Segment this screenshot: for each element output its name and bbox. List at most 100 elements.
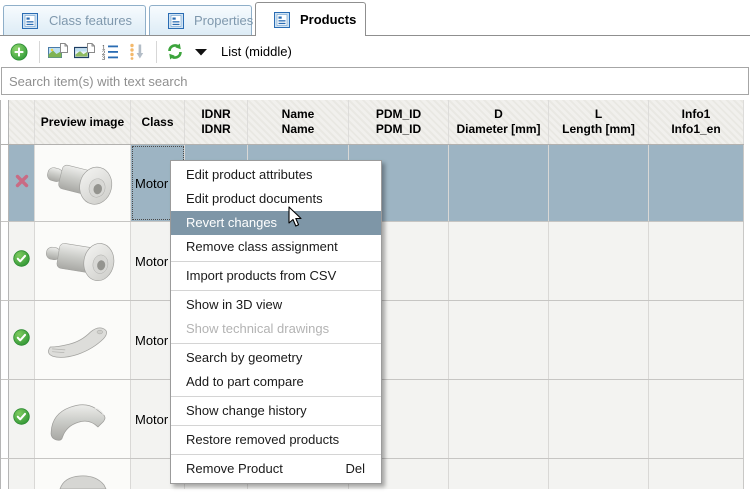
length-cell[interactable] <box>549 301 649 379</box>
menu-separator <box>171 454 381 455</box>
length-cell[interactable] <box>549 222 649 300</box>
row-header-strip <box>1 145 9 221</box>
menu-item-remove-class-assignment[interactable]: Remove class assignment <box>171 235 381 259</box>
column-header-sublabel: IDNR <box>201 122 231 136</box>
info1-cell[interactable] <box>649 380 744 458</box>
column-header-class[interactable]: Class <box>131 100 185 144</box>
view-selector-label[interactable]: List (middle) <box>221 44 292 59</box>
menu-item-edit-product-documents[interactable]: Edit product documents <box>171 187 381 211</box>
product-preview-image <box>46 164 112 205</box>
tab-bar: Class features Properties Products <box>0 0 750 36</box>
menu-item-label: Import products from CSV <box>186 268 337 283</box>
menu-item-edit-product-attributes[interactable]: Edit product attributes <box>171 163 381 187</box>
menu-item-revert-changes[interactable]: Revert changes <box>171 211 381 235</box>
menu-item-show-in-3d-view[interactable]: Show in 3D view <box>171 293 381 317</box>
column-header-info1[interactable]: Info1 Info1_en <box>649 100 744 144</box>
preview-image-cell <box>35 145 131 221</box>
export-drawing-icon[interactable] <box>72 40 96 64</box>
search-bar <box>1 67 749 95</box>
class-value: Motor <box>135 332 169 348</box>
search-input[interactable] <box>2 68 748 94</box>
diameter-cell[interactable] <box>449 301 549 379</box>
menu-separator <box>171 343 381 344</box>
column-header-label: L <box>594 107 603 121</box>
row-header-strip <box>1 100 9 144</box>
menu-separator <box>171 261 381 262</box>
column-header-length[interactable]: L Length [mm] <box>549 100 649 144</box>
table-header-row: Preview image Class IDNR IDNR Name Name PD… <box>1 100 744 145</box>
column-header-sublabel: Length [mm] <box>562 122 635 136</box>
column-header-status[interactable] <box>9 100 35 144</box>
add-icon[interactable] <box>7 40 31 64</box>
column-header-idnr[interactable]: IDNR IDNR <box>185 100 248 144</box>
menu-item-remove-product[interactable]: Remove Product Del <box>171 457 381 481</box>
view-dropdown-icon[interactable] <box>189 40 213 64</box>
menu-item-search-by-geometry[interactable]: Search by geometry <box>171 346 381 370</box>
column-header-label: IDNR <box>201 107 231 121</box>
approved-check-icon <box>13 250 30 272</box>
approved-check-icon <box>13 329 30 351</box>
status-cell <box>9 459 35 489</box>
menu-item-add-to-part-compare[interactable]: Add to part compare <box>171 370 381 394</box>
svg-text:2: 2 <box>102 51 106 57</box>
column-header-pdm-id[interactable]: PDM_ID PDM_ID <box>349 100 449 144</box>
diameter-cell[interactable] <box>449 380 549 458</box>
product-preview-image <box>59 475 106 489</box>
column-header-name[interactable]: Name Name <box>248 100 349 144</box>
length-cell[interactable] <box>549 145 649 221</box>
product-preview-image <box>45 243 114 282</box>
column-header-label: Class <box>141 114 174 129</box>
menu-item-label: Show change history <box>186 403 307 418</box>
menu-item-label: Edit product documents <box>186 191 323 206</box>
tab-products[interactable]: Products <box>255 2 366 36</box>
column-header-sublabel: Info1_en <box>671 122 721 136</box>
length-cell[interactable] <box>549 380 649 458</box>
column-header-label: D <box>494 107 503 121</box>
menu-item-restore-removed-products[interactable]: Restore removed products <box>171 428 381 452</box>
row-header-strip <box>1 459 9 489</box>
column-header-sublabel: Diameter [mm] <box>456 122 541 136</box>
menu-item-label: Add to part compare <box>186 374 304 389</box>
column-header-sublabel: Name <box>281 122 315 136</box>
diameter-cell[interactable] <box>449 145 549 221</box>
info1-cell[interactable] <box>649 301 744 379</box>
info1-cell[interactable] <box>649 459 744 489</box>
class-value: Motor <box>135 411 169 427</box>
column-header-diameter[interactable]: D Diameter [mm] <box>449 100 549 144</box>
preview-image-cell <box>35 301 131 379</box>
length-cell[interactable] <box>549 459 649 489</box>
tab-label: Class features <box>48 13 133 28</box>
status-cell <box>9 380 35 458</box>
class-value: Motor <box>135 175 169 191</box>
column-header-preview[interactable]: Preview image <box>35 100 131 144</box>
menu-item-import-products-from-csv[interactable]: Import products from CSV <box>171 264 381 288</box>
menu-item-show-technical-drawings: Show technical drawings <box>171 317 381 341</box>
menu-item-shortcut: Del <box>345 461 365 476</box>
menu-item-label: Search by geometry <box>186 350 303 365</box>
approved-check-icon <box>13 408 30 430</box>
form-icon <box>22 12 38 29</box>
info1-cell[interactable] <box>649 222 744 300</box>
export-image-icon[interactable] <box>46 40 70 64</box>
mouse-cursor-icon <box>288 206 303 233</box>
tab-properties[interactable]: Properties <box>149 5 253 35</box>
menu-item-label: Restore removed products <box>186 432 340 447</box>
toolbar-separator <box>156 40 157 63</box>
menu-separator <box>171 425 381 426</box>
sort-descending-icon[interactable] <box>124 40 148 64</box>
refresh-icon[interactable] <box>163 40 187 64</box>
diameter-cell[interactable] <box>449 222 549 300</box>
column-header-label: PDM_ID <box>375 107 422 121</box>
product-preview-image <box>47 327 107 358</box>
menu-item-label: Remove class assignment <box>186 239 338 254</box>
tab-class-features[interactable]: Class features <box>3 5 146 35</box>
form-icon <box>274 11 290 28</box>
class-value: Motor <box>135 253 169 269</box>
column-header-sublabel: PDM_ID <box>375 122 422 136</box>
tab-label: Products <box>300 12 357 27</box>
menu-item-show-change-history[interactable]: Show change history <box>171 399 381 423</box>
diameter-cell[interactable] <box>449 459 549 489</box>
info1-cell[interactable] <box>649 145 744 221</box>
